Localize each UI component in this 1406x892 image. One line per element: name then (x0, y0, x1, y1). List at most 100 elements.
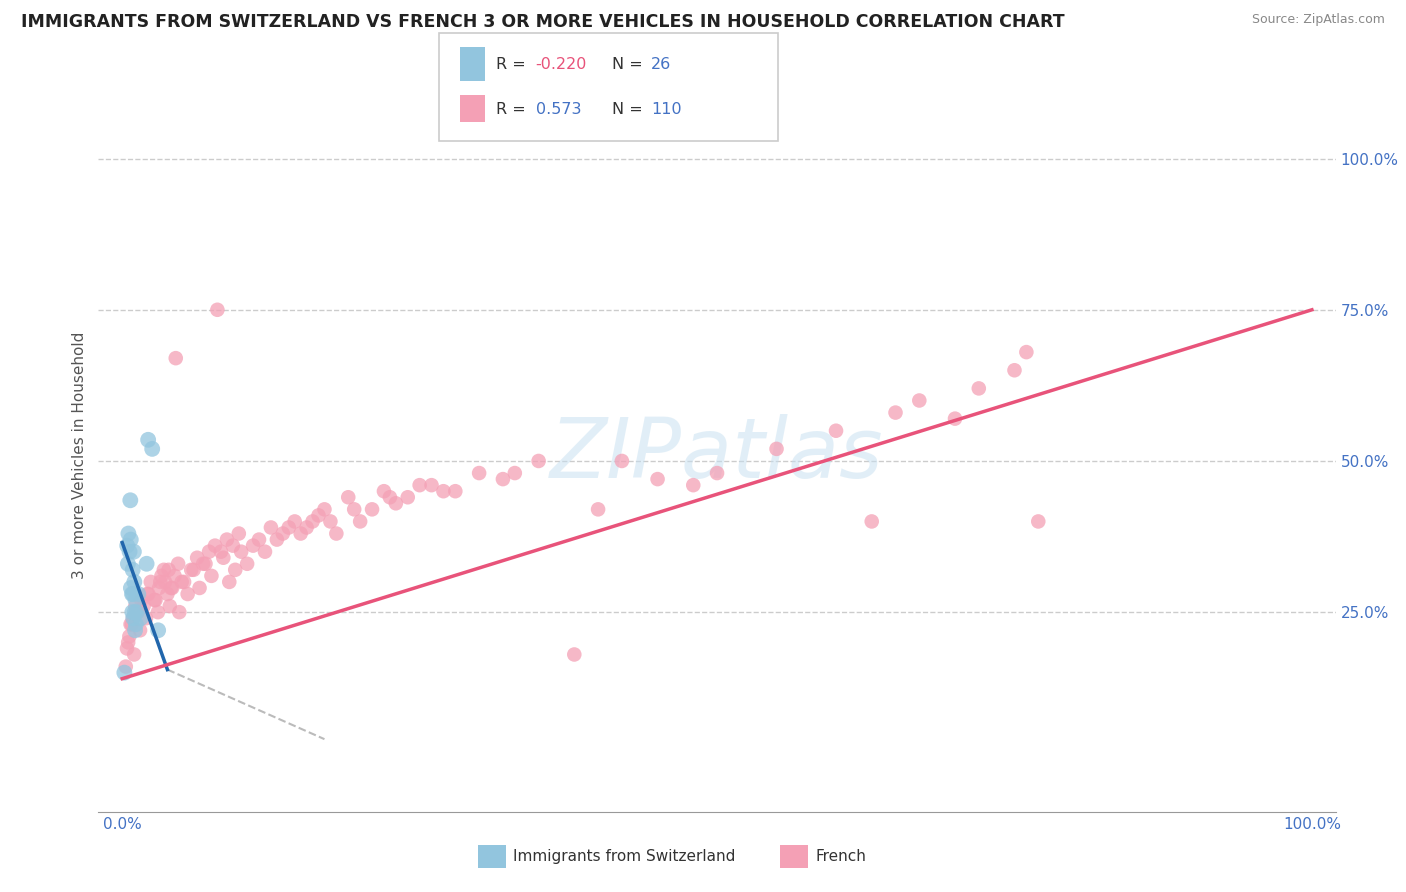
Point (231, 544, 253, 558)
Text: Immigrants from Switzerland: Immigrants from Switzerland (513, 849, 735, 863)
Point (562, 648, 585, 662)
Text: -0.220: -0.220 (536, 57, 588, 72)
Point (146, 605, 169, 619)
Point (150, 569, 173, 583)
Point (378, 490, 401, 504)
Point (153, 574, 176, 589)
Point (284, 515, 307, 529)
Point (136, 587, 159, 601)
Point (129, 624, 152, 638)
Point (492, 472, 515, 486)
Point (115, 539, 138, 553)
Point (122, 544, 145, 558)
Point (277, 520, 299, 534)
Point (117, 526, 139, 541)
Point (325, 526, 347, 541)
Text: Source: ZipAtlas.com: Source: ZipAtlas.com (1251, 13, 1385, 27)
Point (173, 574, 195, 589)
Text: 26: 26 (651, 57, 671, 72)
Point (121, 563, 143, 577)
Point (156, 587, 179, 601)
Point (120, 533, 142, 547)
Point (194, 557, 217, 571)
Point (121, 605, 143, 619)
Point (163, 569, 186, 583)
Point (204, 539, 226, 553)
Point (146, 624, 169, 638)
Point (124, 599, 146, 613)
Point (308, 508, 330, 523)
Point (115, 641, 138, 656)
Point (125, 617, 148, 632)
Y-axis label: 3 or more Vehicles in Household: 3 or more Vehicles in Household (72, 331, 87, 579)
Point (290, 526, 312, 541)
Point (169, 605, 191, 619)
Point (706, 466, 728, 480)
Point (908, 393, 931, 408)
Point (125, 605, 148, 619)
Point (153, 563, 176, 577)
Point (586, 502, 609, 516)
Point (527, 454, 550, 468)
Point (212, 550, 235, 565)
Point (188, 581, 211, 595)
Point (266, 533, 288, 547)
Point (136, 433, 159, 447)
Point (112, 665, 135, 680)
Point (135, 611, 157, 625)
Point (236, 557, 259, 571)
Point (468, 466, 491, 480)
Point (349, 515, 371, 529)
Point (183, 563, 205, 577)
Text: ZIPatlas: ZIPatlas (550, 415, 884, 495)
Point (159, 599, 181, 613)
Point (647, 472, 669, 486)
Point (242, 539, 264, 553)
Point (122, 611, 145, 625)
Text: 110: 110 (651, 102, 682, 117)
Point (165, 351, 187, 366)
Text: R =: R = (496, 102, 531, 117)
Text: R =: R = (496, 57, 531, 72)
Point (420, 478, 443, 492)
Point (124, 605, 146, 619)
Point (825, 424, 848, 438)
Point (180, 563, 202, 577)
Point (260, 520, 283, 534)
Point (967, 381, 990, 395)
Point (145, 593, 167, 607)
Point (118, 629, 141, 643)
Point (319, 515, 342, 529)
Point (117, 557, 139, 571)
Point (120, 617, 142, 632)
Point (343, 502, 366, 516)
Point (301, 515, 323, 529)
Point (209, 544, 232, 558)
Point (215, 533, 238, 547)
Point (160, 581, 183, 595)
Point (222, 539, 245, 553)
Point (271, 526, 294, 541)
Text: N =: N = (612, 102, 648, 117)
Point (884, 406, 907, 420)
Point (1015, 345, 1038, 359)
Point (860, 515, 883, 529)
Point (124, 593, 146, 607)
Point (1026, 515, 1049, 529)
Point (943, 411, 966, 425)
Point (160, 581, 183, 595)
Point (125, 605, 148, 619)
Point (122, 611, 145, 625)
Point (167, 557, 190, 571)
Point (682, 478, 704, 492)
Point (218, 574, 240, 589)
Point (124, 574, 146, 589)
Point (118, 544, 141, 558)
Point (361, 502, 384, 516)
Point (186, 550, 208, 565)
Point (114, 659, 136, 673)
Point (148, 581, 170, 595)
Point (139, 574, 162, 589)
Point (444, 484, 467, 499)
Point (170, 574, 193, 589)
